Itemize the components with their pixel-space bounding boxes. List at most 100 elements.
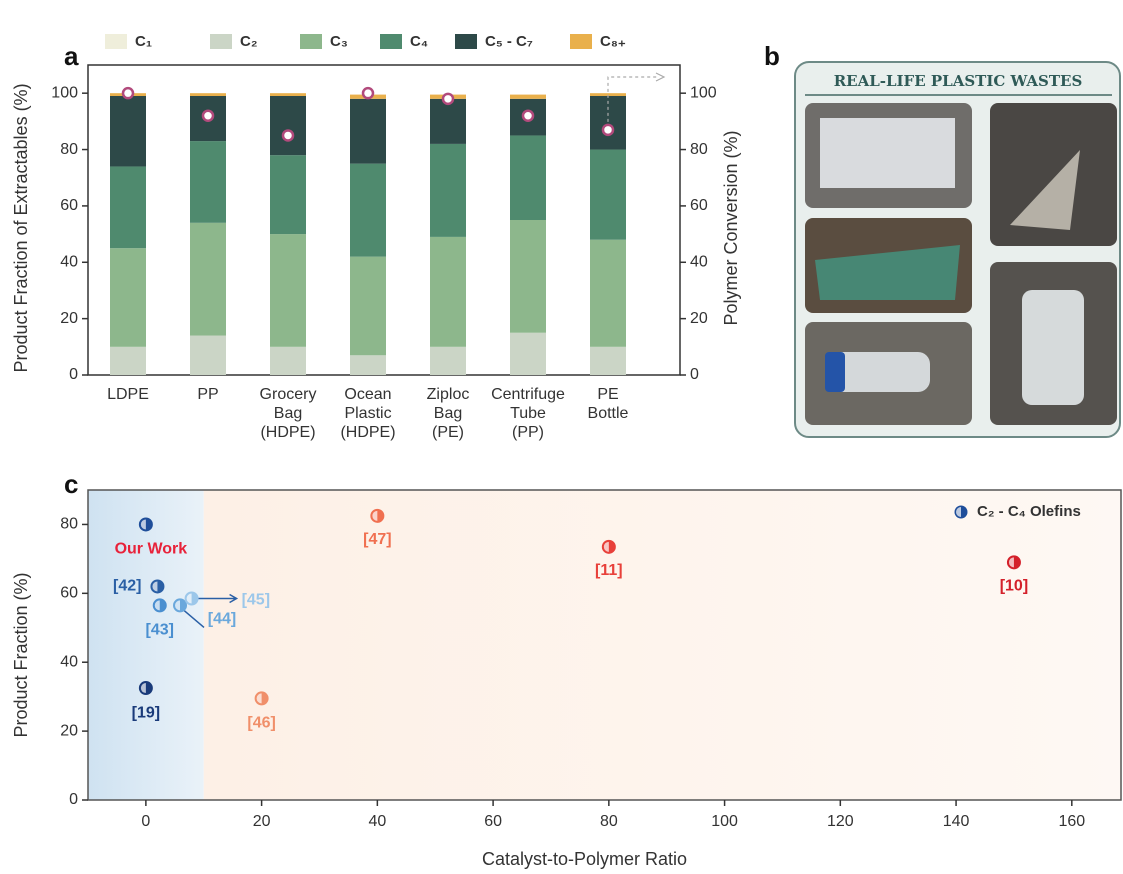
bar-segment (190, 223, 226, 336)
bar-segment (110, 166, 146, 248)
x-tick-label: 100 (711, 813, 738, 830)
bar-segment (110, 96, 146, 166)
y2-tick-label: 60 (690, 197, 708, 214)
y-tick-label: 40 (60, 653, 78, 670)
legend-swatch (210, 34, 232, 49)
x-axis-label: Catalyst-to-Polymer Ratio (482, 849, 687, 869)
x-tick-label: 120 (827, 813, 854, 830)
figure: a b c REAL-LIFE PLASTIC WASTES 020406080… (0, 0, 1123, 874)
bar-segment (190, 336, 226, 375)
bar-segment (430, 237, 466, 347)
bar-segment (350, 99, 386, 164)
bar-segment (270, 93, 306, 96)
x-tick-label: 60 (484, 813, 502, 830)
point-label: [45] (242, 592, 270, 609)
y-tick-label: 0 (69, 791, 78, 808)
bar-segment (590, 240, 626, 347)
bar-segment (510, 333, 546, 375)
arrow-head (656, 73, 664, 81)
legend-label: C₃ (330, 33, 348, 50)
bar-segment (510, 95, 546, 99)
y2-axis-label: Polymer Conversion (%) (721, 130, 741, 325)
y-tick-label: 0 (69, 366, 78, 383)
point-label: [10] (1000, 578, 1028, 595)
legend-swatch (300, 34, 322, 49)
conversion-marker (523, 111, 533, 121)
photo-content (820, 118, 955, 188)
page: a b c REAL-LIFE PLASTIC WASTES 020406080… (0, 0, 1123, 874)
point-label: Our Work (115, 541, 188, 558)
x-tick-label: LDPE (107, 386, 149, 403)
point-label: [19] (132, 704, 160, 721)
x-tick-label: 160 (1058, 813, 1085, 830)
bar-segment (270, 347, 306, 375)
panel-label: b (764, 41, 780, 71)
bar-segment (270, 155, 306, 234)
y-tick-label: 60 (60, 585, 78, 602)
bar-segment (430, 347, 466, 375)
bar-segment (350, 164, 386, 257)
bar-segment (110, 347, 146, 375)
y-axis-label: Product Fraction of Extractables (%) (11, 83, 31, 372)
bar-segment (350, 355, 386, 375)
conversion-marker (123, 88, 133, 98)
y2-tick-label: 20 (690, 310, 708, 327)
bar-segment (590, 150, 626, 240)
bar-segment (190, 93, 226, 96)
region (204, 490, 1121, 800)
bar-segment (270, 234, 306, 347)
bar-segment (110, 248, 146, 347)
x-tick-label: 40 (368, 813, 386, 830)
bar-segment (190, 141, 226, 223)
panel-label: c (64, 469, 78, 499)
legend-swatch (105, 34, 127, 49)
y-axis-label: Product Fraction (%) (11, 572, 31, 737)
region (88, 490, 204, 800)
x-tick-label: 20 (253, 813, 271, 830)
bar-segment (350, 257, 386, 356)
y2-tick-label: 80 (690, 141, 708, 158)
point-label: [43] (146, 622, 174, 639)
photo-content (825, 352, 845, 392)
point-label: [47] (363, 531, 391, 548)
point-label: [44] (208, 611, 236, 628)
photo-title: REAL-LIFE PLASTIC WASTES (834, 72, 1083, 90)
bar-segment (430, 99, 466, 144)
y2-tick-label: 0 (690, 366, 699, 383)
legend-label: C₈₊ (600, 33, 626, 50)
point-label: [11] (595, 562, 623, 579)
y-tick-label: 40 (60, 253, 78, 270)
conversion-marker (363, 88, 373, 98)
x-tick-label: 80 (600, 813, 618, 830)
x-tick-label: 0 (141, 813, 150, 830)
bar-segment (510, 220, 546, 333)
y2-tick-label: 40 (690, 253, 708, 270)
legend-label: C₁ (135, 33, 152, 50)
point-label: [46] (247, 715, 275, 732)
legend-label: C₂ - C₄ Olefins (977, 503, 1081, 520)
conversion-marker (443, 94, 453, 104)
y-tick-label: 80 (60, 141, 78, 158)
legend-label: C₅ - C₇ (485, 33, 533, 50)
legend-swatch (380, 34, 402, 49)
conversion-marker (203, 111, 213, 121)
bar-segment (510, 135, 546, 220)
y-tick-label: 60 (60, 197, 78, 214)
legend-label: C₂ (240, 33, 258, 50)
conversion-marker (603, 125, 613, 135)
y-tick-label: 20 (60, 722, 78, 739)
photo-content (1022, 290, 1084, 405)
photo-panel: REAL-LIFE PLASTIC WASTES (795, 62, 1120, 437)
conversion-marker (283, 130, 293, 140)
bar-segment (430, 144, 466, 237)
y-tick-label: 80 (60, 516, 78, 533)
y2-tick-label: 100 (690, 84, 717, 101)
y-tick-label: 20 (60, 310, 78, 327)
bar-segment (270, 96, 306, 155)
legend-label: C₄ (410, 33, 428, 50)
bar-segment (590, 347, 626, 375)
